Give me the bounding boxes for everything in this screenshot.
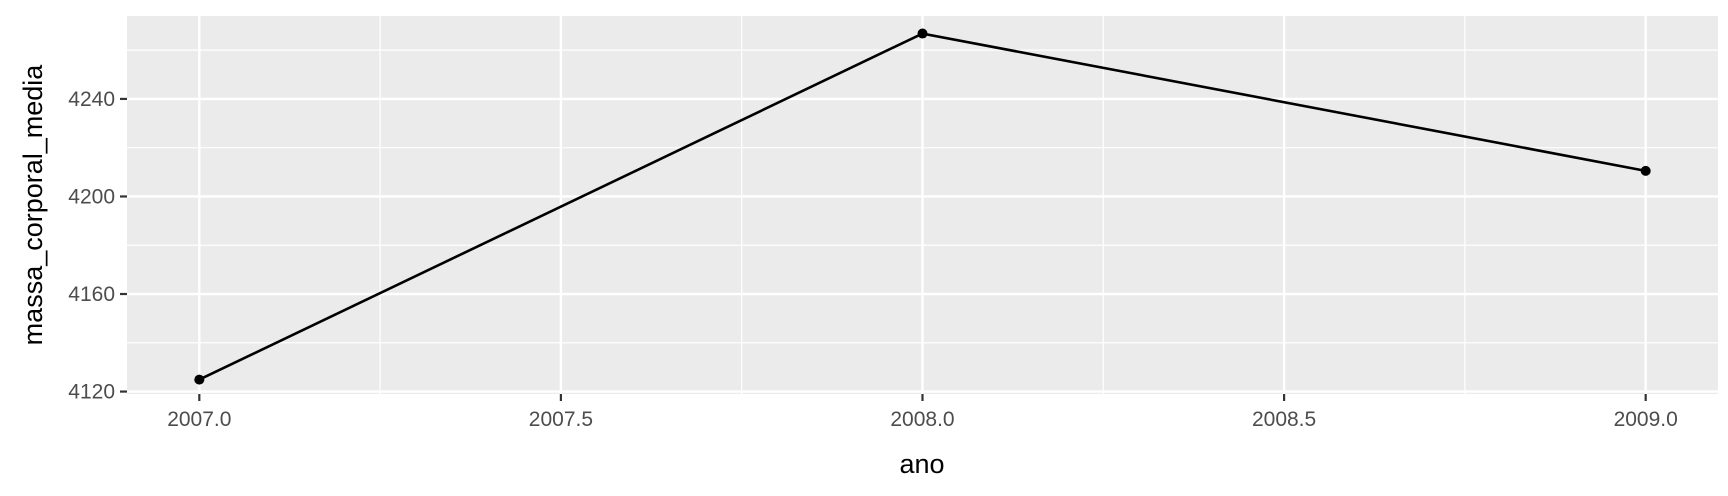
major-gridlines [127, 16, 1718, 394]
data-point [194, 374, 205, 385]
x-tick-label: 2008.0 [890, 408, 954, 431]
x-tick-label: 2007.0 [167, 408, 231, 431]
y-tick-label: 4160 [68, 283, 115, 306]
x-axis: 2007.0 2007.5 2008.0 2008.5 2009.0 [167, 394, 1678, 431]
y-tick-label: 4120 [68, 381, 115, 404]
y-tick-label: 4240 [68, 88, 115, 111]
x-tick-label: 2009.0 [1614, 408, 1678, 431]
x-tick-label: 2008.5 [1252, 408, 1316, 431]
x-axis-title: ano [899, 449, 944, 479]
x-tick-label: 2007.5 [529, 408, 593, 431]
y-axis: 4120 4160 4200 4240 [68, 88, 127, 404]
series-layer [194, 28, 1651, 385]
y-tick-label: 4200 [68, 185, 115, 208]
data-point [917, 28, 928, 39]
data-point [1640, 165, 1651, 176]
y-axis-title: massa_corporal_media [18, 64, 48, 346]
